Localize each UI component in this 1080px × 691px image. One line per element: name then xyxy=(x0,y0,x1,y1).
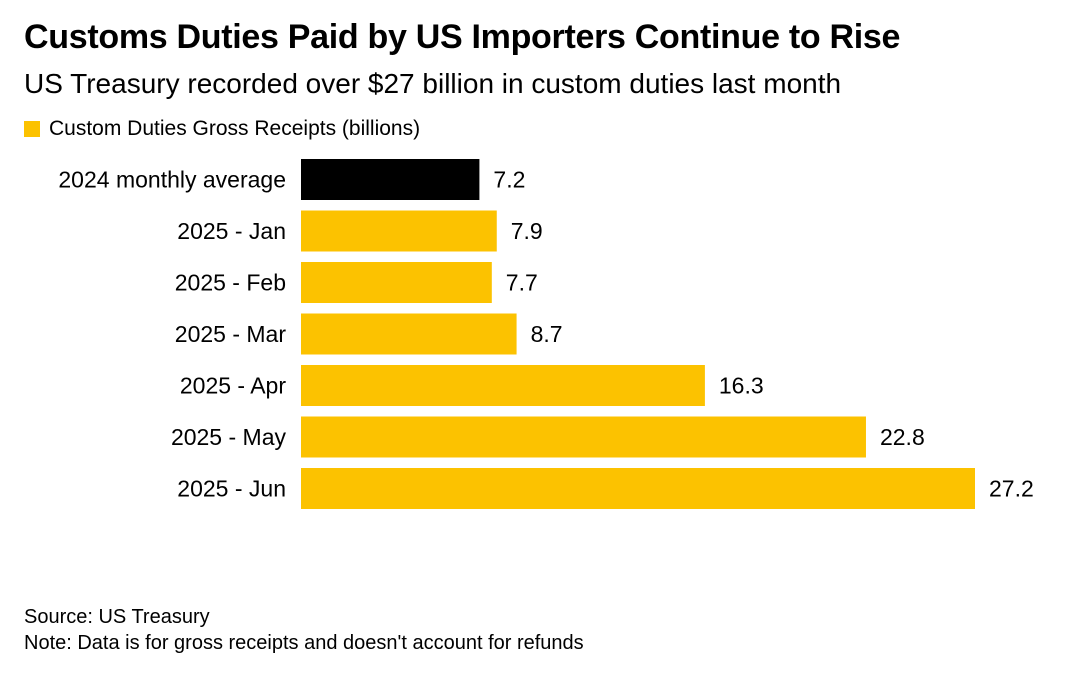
value-label-4: 16.3 xyxy=(719,373,764,399)
category-label-2: 2025 - Feb xyxy=(175,270,286,296)
category-label-5: 2025 - May xyxy=(171,424,287,450)
bar-6 xyxy=(301,468,975,509)
category-label-4: 2025 - Apr xyxy=(180,373,286,399)
data-note: Note: Data is for gross receipts and doe… xyxy=(24,632,584,654)
legend: Custom Duties Gross Receipts (billions) xyxy=(24,117,420,141)
bar-5 xyxy=(301,416,866,458)
value-label-0: 7.2 xyxy=(493,167,525,193)
footer: Source: US Treasury Note: Data is for gr… xyxy=(24,604,584,656)
bar-2 xyxy=(301,262,492,303)
legend-swatch xyxy=(24,121,40,137)
bar-1 xyxy=(301,210,497,252)
bar-3 xyxy=(301,313,517,355)
category-label-1: 2025 - Jan xyxy=(177,218,286,244)
value-label-6: 27.2 xyxy=(989,476,1034,502)
value-label-1: 7.9 xyxy=(511,218,543,244)
value-label-2: 7.7 xyxy=(506,270,538,296)
bar-0 xyxy=(301,159,480,200)
category-label-3: 2025 - Mar xyxy=(175,321,287,347)
category-label-0: 2024 monthly average xyxy=(58,167,286,193)
value-label-5: 22.8 xyxy=(880,424,925,450)
chart-subtitle: US Treasury recorded over $27 billion in… xyxy=(24,68,842,99)
category-label-6: 2025 - Jun xyxy=(177,476,286,502)
legend-label: Custom Duties Gross Receipts (billions) xyxy=(49,117,421,140)
chart-title: Customs Duties Paid by US Importers Cont… xyxy=(24,18,901,56)
value-label-3: 8.7 xyxy=(531,321,563,347)
bar-4 xyxy=(301,365,705,406)
source-note: Source: US Treasury xyxy=(24,606,210,628)
